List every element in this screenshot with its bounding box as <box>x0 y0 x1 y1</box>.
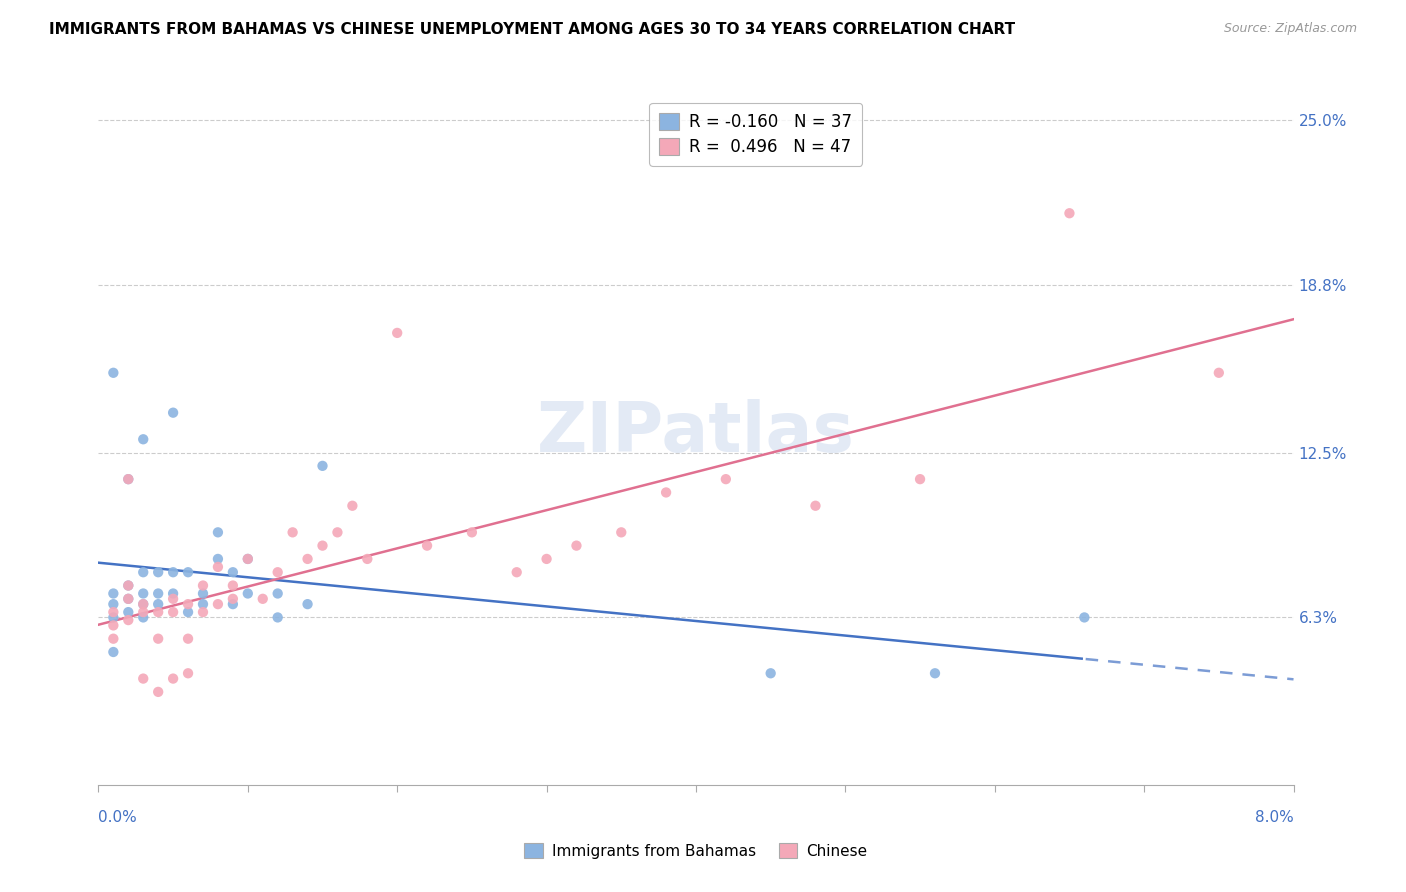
Point <box>191 586 214 600</box>
Point <box>281 525 304 540</box>
Point <box>191 578 214 592</box>
Point <box>252 591 274 606</box>
Point <box>132 432 155 446</box>
Point <box>162 406 184 420</box>
Point <box>103 610 125 624</box>
Point <box>297 552 319 566</box>
Point <box>117 591 139 606</box>
Point <box>103 618 125 632</box>
Point <box>1059 206 1081 220</box>
Text: 0.0%: 0.0% <box>98 810 138 824</box>
Point <box>132 597 155 611</box>
Legend: Immigrants from Bahamas, Chinese: Immigrants from Bahamas, Chinese <box>517 835 875 866</box>
Point <box>103 632 125 646</box>
Point <box>207 552 229 566</box>
Point <box>759 666 782 681</box>
Point <box>924 666 946 681</box>
Point <box>103 586 125 600</box>
Point <box>117 472 139 486</box>
Point <box>267 610 290 624</box>
Point <box>132 586 155 600</box>
Point <box>162 566 184 580</box>
Point <box>714 472 737 486</box>
Point <box>132 597 155 611</box>
Point <box>117 578 139 592</box>
Point <box>311 539 333 553</box>
Text: IMMIGRANTS FROM BAHAMAS VS CHINESE UNEMPLOYMENT AMONG AGES 30 TO 34 YEARS CORREL: IMMIGRANTS FROM BAHAMAS VS CHINESE UNEMP… <box>49 22 1015 37</box>
Point <box>236 586 259 600</box>
Text: 8.0%: 8.0% <box>1254 810 1294 824</box>
Point <box>908 472 931 486</box>
Point <box>148 632 170 646</box>
Point <box>1208 366 1230 380</box>
Point <box>162 605 184 619</box>
Point <box>148 566 170 580</box>
Point <box>655 485 678 500</box>
Point <box>103 597 125 611</box>
Point <box>148 685 170 699</box>
Point <box>117 613 139 627</box>
Point <box>132 610 155 624</box>
Point <box>191 597 214 611</box>
Point <box>267 566 290 580</box>
Point <box>117 605 139 619</box>
Point <box>207 597 229 611</box>
Point <box>461 525 484 540</box>
Point <box>177 666 200 681</box>
Point <box>177 597 200 611</box>
Point <box>117 472 139 486</box>
Point <box>536 552 558 566</box>
Point <box>610 525 633 540</box>
Point <box>117 591 139 606</box>
Point <box>148 586 170 600</box>
Point <box>297 597 319 611</box>
Point <box>177 605 200 619</box>
Point <box>207 525 229 540</box>
Point <box>236 552 259 566</box>
Point <box>177 632 200 646</box>
Point <box>162 591 184 606</box>
Point <box>356 552 378 566</box>
Point <box>117 578 139 592</box>
Point <box>148 605 170 619</box>
Point <box>385 326 409 340</box>
Point <box>132 566 155 580</box>
Point <box>207 560 229 574</box>
Point <box>1073 610 1095 624</box>
Point <box>222 578 245 592</box>
Point <box>177 566 200 580</box>
Text: ZIPatlas: ZIPatlas <box>537 399 855 467</box>
Point <box>342 499 364 513</box>
Point <box>132 605 155 619</box>
Point <box>103 605 125 619</box>
Point <box>236 552 259 566</box>
Point <box>267 586 290 600</box>
Point <box>506 566 529 580</box>
Point <box>103 645 125 659</box>
Text: Source: ZipAtlas.com: Source: ZipAtlas.com <box>1223 22 1357 36</box>
Point <box>565 539 588 553</box>
Point <box>162 672 184 686</box>
Point <box>148 597 170 611</box>
Point <box>222 591 245 606</box>
Point <box>222 597 245 611</box>
Point <box>103 366 125 380</box>
Point <box>804 499 827 513</box>
Point <box>132 672 155 686</box>
Point <box>191 605 214 619</box>
Point <box>311 458 333 473</box>
Point <box>416 539 439 553</box>
Point <box>162 586 184 600</box>
Point <box>222 566 245 580</box>
Point <box>326 525 349 540</box>
